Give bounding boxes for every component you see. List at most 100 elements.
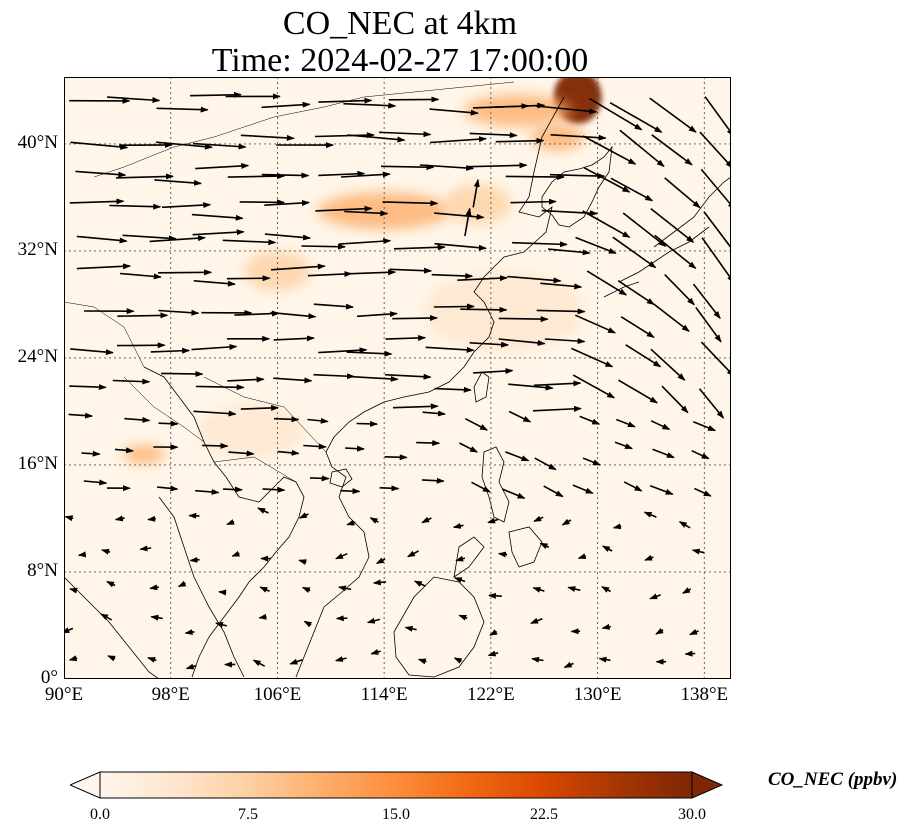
wind-arrow	[649, 485, 674, 496]
plume-1	[464, 94, 571, 127]
wind-arrow	[318, 347, 368, 354]
wind-arrow	[533, 380, 582, 387]
wind-arrow	[384, 373, 432, 380]
wind-arrow	[501, 488, 526, 500]
wind-arrow	[467, 162, 528, 169]
wind-arrow	[234, 310, 280, 317]
wind-arrow	[612, 236, 657, 269]
wind-arrow	[549, 173, 606, 180]
wind-arrow	[70, 141, 129, 150]
wind-arrow	[421, 516, 432, 524]
wind-arrow	[689, 628, 699, 636]
wind-arrow	[548, 248, 591, 256]
wind-arrow	[460, 306, 508, 313]
wind-arrow	[431, 272, 474, 279]
map-title-line-2: Time: 2024-02-27 17:00:00	[211, 42, 589, 79]
wind-arrow	[313, 373, 355, 380]
wind-arrow	[407, 550, 419, 558]
wind-arrow	[334, 656, 347, 662]
wind-arrow	[100, 613, 113, 621]
wind-arrow	[497, 551, 508, 558]
wind-arrow	[303, 443, 327, 450]
wind-arrow	[124, 416, 151, 423]
wind-arrow	[83, 479, 108, 486]
wind-arrow	[625, 344, 662, 368]
wind-arrow	[189, 91, 242, 98]
wind-arrow	[572, 374, 616, 399]
wind-arrow	[184, 629, 195, 636]
wind-arrow	[540, 282, 583, 290]
wind-arrow	[539, 542, 550, 550]
plume-2	[530, 123, 585, 151]
wind-arrow	[301, 243, 346, 250]
wind-arrow	[114, 447, 134, 454]
lon-tick-label: 130°E	[573, 684, 622, 705]
wind-arrow	[156, 106, 209, 113]
wind-arrow	[270, 311, 317, 320]
wind-arrow	[505, 451, 530, 462]
wind-arrow	[534, 457, 557, 471]
wind-arrow	[619, 129, 665, 168]
wind-arrow	[694, 487, 712, 497]
wind-arrow	[75, 170, 127, 178]
wind-arrow	[508, 383, 554, 391]
wind-arrow	[643, 511, 657, 518]
wind-arrow	[218, 589, 227, 596]
lon-tick-label: 90°E	[44, 684, 84, 705]
wind-arrow	[227, 376, 265, 383]
wind-arrow	[703, 211, 731, 258]
colorbar-gradient	[99, 771, 693, 799]
wind-arrow	[571, 347, 614, 368]
wind-arrow	[385, 334, 427, 341]
wind-arrow	[616, 418, 636, 428]
wind-arrow	[112, 378, 151, 385]
wind-arrow	[422, 410, 446, 417]
wind-arrow	[704, 96, 731, 137]
wind-arrow	[650, 348, 686, 381]
wind-arrow	[563, 661, 574, 669]
wind-arrow	[380, 164, 435, 171]
wind-arrow	[298, 512, 309, 519]
wind-arrow	[161, 370, 204, 377]
wind-arrow	[609, 102, 663, 133]
wind-arrow	[417, 658, 427, 665]
wind-arrow	[574, 314, 617, 334]
wind-arrow	[68, 412, 94, 419]
wind-arrow	[64, 515, 74, 522]
wind-arrow	[150, 614, 163, 621]
wind-arrow	[158, 309, 200, 316]
lat-tick-label: 8°N	[27, 559, 58, 581]
wind-arrow	[583, 166, 631, 193]
wind-arrow	[610, 177, 654, 202]
wind-arrow	[369, 517, 379, 524]
wind-arrow	[533, 515, 544, 523]
wind-arrow	[434, 386, 472, 393]
wind-arrow	[601, 586, 611, 593]
wind-arrow	[698, 388, 725, 419]
wind-arrow	[69, 384, 107, 391]
wind-arrow	[530, 617, 543, 624]
wind-arrow	[644, 554, 654, 561]
wind-arrow	[691, 449, 710, 460]
wind-arrow	[335, 552, 348, 560]
wind-arrow	[623, 481, 643, 492]
wind-arrow	[649, 97, 697, 133]
wind-arrow	[262, 486, 286, 493]
wind-arrow	[202, 442, 229, 449]
wind-arrow	[536, 308, 586, 315]
wind-arrow	[177, 580, 187, 588]
map-canvas	[64, 77, 731, 679]
wind-arrow	[156, 141, 213, 150]
wind-arrow	[289, 658, 303, 665]
wind-arrow	[264, 200, 310, 207]
wind-arrow	[147, 515, 156, 522]
wind-arrow	[532, 586, 545, 593]
lat-tick-label: 40°N	[17, 131, 58, 153]
wind-arrow	[652, 303, 690, 332]
wind-arrow	[692, 283, 721, 320]
wind-arrow	[239, 199, 285, 206]
wind-arrow	[473, 368, 514, 375]
wind-arrow	[314, 132, 375, 139]
plume-7	[444, 184, 511, 225]
wind-arrow	[577, 553, 587, 560]
